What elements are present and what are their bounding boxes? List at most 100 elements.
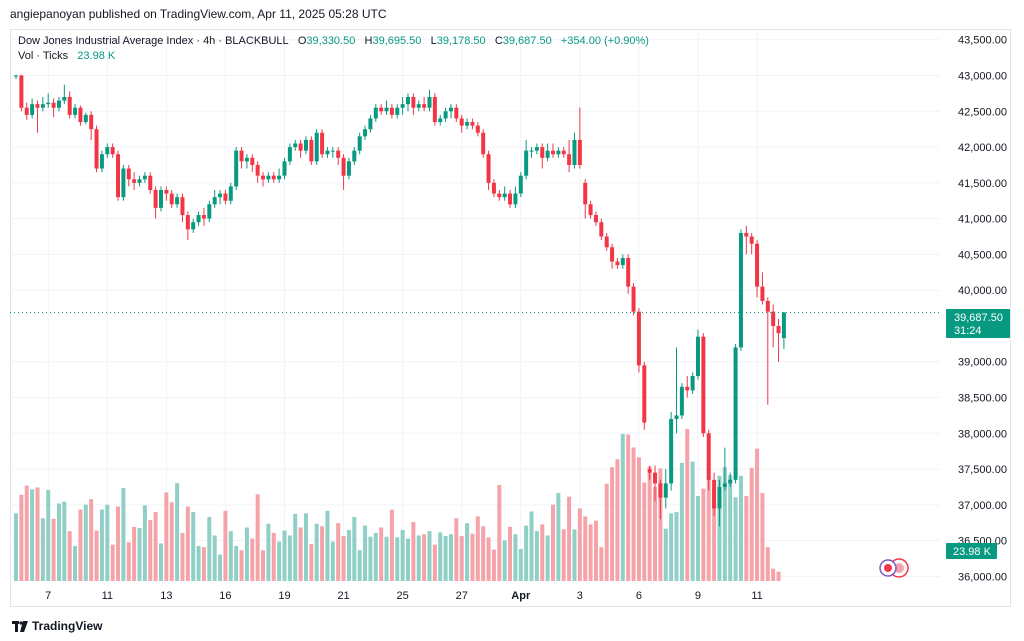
candle-body — [518, 175, 523, 194]
candle-body — [593, 215, 598, 223]
candle-body — [180, 197, 185, 216]
candle-body — [196, 215, 201, 223]
candle — [674, 347, 679, 434]
candle-body — [56, 100, 61, 108]
price-tick-label: 40,000.00 — [958, 285, 1007, 297]
candle-body — [540, 147, 545, 158]
price-tick-label: 41,500.00 — [958, 178, 1007, 190]
candle-body — [175, 197, 180, 205]
candle — [325, 147, 330, 158]
volume-bar — [62, 501, 67, 581]
candle — [760, 272, 765, 305]
candle — [400, 96, 405, 115]
candle-body — [62, 96, 67, 101]
volume-bar — [78, 509, 83, 581]
chart-frame — [10, 29, 1011, 607]
candle-body — [604, 236, 609, 248]
candle — [744, 225, 749, 255]
volume-bar — [282, 530, 287, 581]
candle — [105, 143, 110, 158]
candle — [121, 164, 126, 201]
candle-body — [653, 472, 658, 484]
candle-body — [765, 300, 770, 312]
last-price-tag-bg — [946, 309, 1010, 338]
candle — [142, 172, 147, 183]
candle-body — [228, 186, 233, 201]
time-tick-label: 11 — [751, 590, 762, 602]
candle — [599, 218, 604, 241]
candle-body — [556, 150, 561, 155]
volume-bar — [126, 542, 131, 581]
candle — [266, 172, 271, 183]
volume-bar — [357, 550, 362, 581]
candle — [781, 311, 786, 349]
candle — [46, 93, 51, 108]
candle — [524, 139, 529, 180]
footer-brand[interactable]: TradingView — [12, 619, 102, 633]
candle-body — [389, 107, 394, 115]
volume-bars — [14, 429, 781, 581]
time-tick-label: 13 — [160, 590, 172, 602]
volume-bar — [255, 494, 260, 581]
candle — [212, 190, 217, 208]
volume-bar — [631, 447, 636, 581]
candle — [261, 172, 266, 187]
candle — [35, 100, 40, 133]
volume-bar — [352, 517, 357, 581]
volume-bar — [706, 477, 711, 581]
candle — [336, 147, 341, 165]
candle — [30, 98, 35, 119]
candle — [255, 161, 260, 183]
volume-bar — [722, 467, 727, 581]
candle-body — [110, 147, 115, 155]
volume-bar — [427, 531, 432, 581]
candle — [153, 186, 158, 219]
volume-bar — [642, 482, 647, 581]
candle — [368, 114, 373, 133]
volume-bar — [529, 511, 534, 581]
candle — [459, 114, 464, 133]
candle — [567, 139, 572, 173]
volume-bar — [234, 545, 239, 581]
candle-body — [266, 175, 271, 180]
last-price-tag: 39,687.50 31:24 — [946, 309, 1010, 338]
candle — [722, 447, 727, 491]
price-axis: 43,500.00 43,000.00 42,500.00 42,000.00 41,5… — [958, 35, 1007, 584]
candle — [330, 147, 335, 158]
candle-body — [443, 111, 448, 119]
volume-bar — [346, 529, 351, 581]
candle-body — [309, 139, 314, 162]
volume-bar — [760, 493, 765, 581]
candle-body — [346, 161, 351, 176]
candle — [534, 143, 539, 155]
candle — [384, 100, 389, 115]
candle — [416, 100, 421, 112]
candle-body — [502, 193, 507, 198]
candle — [642, 361, 647, 430]
candle-body — [121, 168, 126, 198]
change-value: +354.00 (+0.90%) — [560, 35, 649, 47]
candle — [287, 143, 292, 165]
candle-body — [336, 150, 341, 158]
candle-body — [577, 139, 582, 165]
candle — [389, 104, 394, 119]
volume-bar — [406, 538, 411, 581]
price-tick-label: 37,500.00 — [958, 464, 1007, 476]
volume-bar — [277, 541, 282, 581]
candle — [551, 143, 555, 158]
candle-body — [572, 139, 577, 165]
low-label: L — [430, 35, 437, 47]
candle — [545, 143, 550, 162]
candle-body — [486, 154, 491, 183]
volume-value: 23.98 K — [77, 50, 116, 62]
volume-bar — [749, 467, 754, 581]
candle — [427, 89, 432, 112]
volume-bar — [169, 502, 174, 581]
candle-body — [561, 150, 566, 155]
candle-body — [40, 104, 45, 108]
volume-bar — [336, 523, 341, 581]
candle — [491, 179, 496, 198]
candle — [56, 96, 61, 112]
candle-body — [99, 154, 104, 169]
